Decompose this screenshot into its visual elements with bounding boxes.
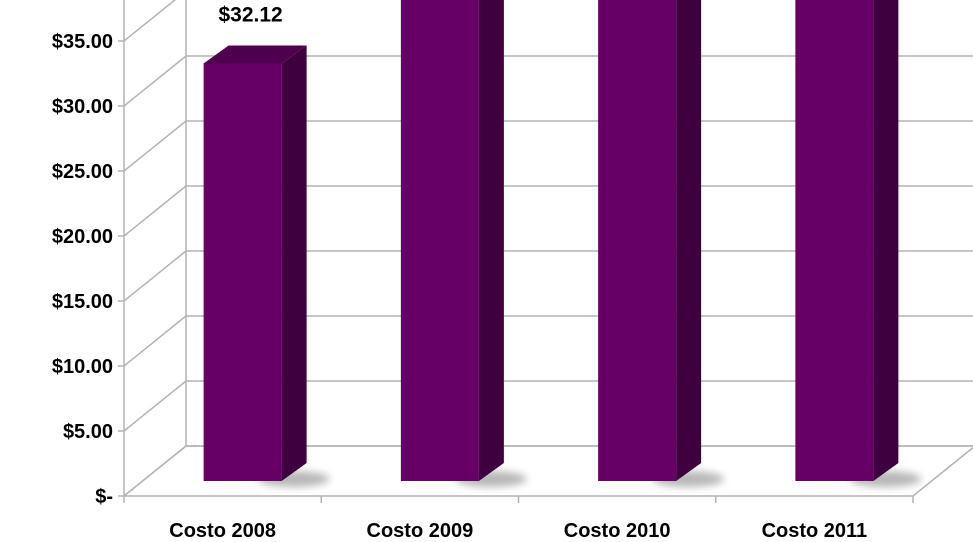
data-labels: $32.12$37.26$39.23$41.19: [219, 3, 283, 26]
bar-side: [281, 45, 307, 481]
y-tick-label: $15.00: [52, 291, 113, 313]
gridline-side: [123, 250, 187, 302]
y-axis-tick-labels: $- $5.00 $10.00 $15.00 $20.00 $25.00 $30.00 $35…: [52, 31, 113, 508]
gridline-side: [123, 0, 177, 42]
bar: [795, 0, 874, 481]
gridline-side: [123, 185, 187, 237]
x-tick-label: Costo 2010: [564, 520, 671, 542]
y-tick-label: $20.00: [52, 226, 113, 248]
gridline-side: [123, 120, 187, 172]
gridline-side: [123, 55, 187, 107]
y-tick-label: $35.00: [52, 31, 113, 53]
x-axis-tick-labels: Costo 2008 Costo 2009 Costo 2010 Costo 2011: [169, 520, 867, 542]
gridline-side: [123, 380, 187, 432]
x-tick-label: Costo 2011: [762, 520, 868, 542]
gridline-side: [123, 445, 187, 497]
bar: [203, 63, 282, 481]
bar-side: [478, 0, 504, 481]
bars: [203, 0, 899, 482]
bar-top: [203, 45, 307, 64]
bar-side: [676, 0, 702, 481]
bar-side: [873, 0, 899, 481]
y-tick-label: $5.00: [63, 421, 113, 443]
x-tick-label: Costo 2008: [169, 520, 276, 542]
y-tick-label: $30.00: [52, 96, 113, 118]
x-tick-label: Costo 2009: [367, 520, 474, 542]
y-tick-label: $10.00: [52, 356, 113, 378]
bar: [400, 0, 479, 482]
gridline-side: [123, 315, 187, 367]
data-label: $32.12: [219, 3, 283, 26]
bar: [598, 0, 677, 481]
y-tick-label: $-: [95, 486, 113, 508]
y-tick-label: $25.00: [52, 161, 113, 183]
